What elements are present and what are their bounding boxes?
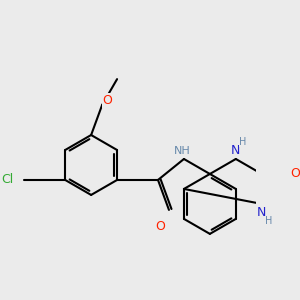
Text: Cl: Cl — [1, 173, 13, 187]
Text: H: H — [265, 216, 272, 226]
Text: N: N — [231, 144, 241, 157]
Text: O: O — [155, 220, 165, 233]
Text: O: O — [290, 167, 300, 181]
Text: NH: NH — [174, 146, 191, 157]
Text: O: O — [103, 94, 112, 107]
Text: N: N — [257, 206, 266, 219]
Text: H: H — [239, 136, 246, 147]
